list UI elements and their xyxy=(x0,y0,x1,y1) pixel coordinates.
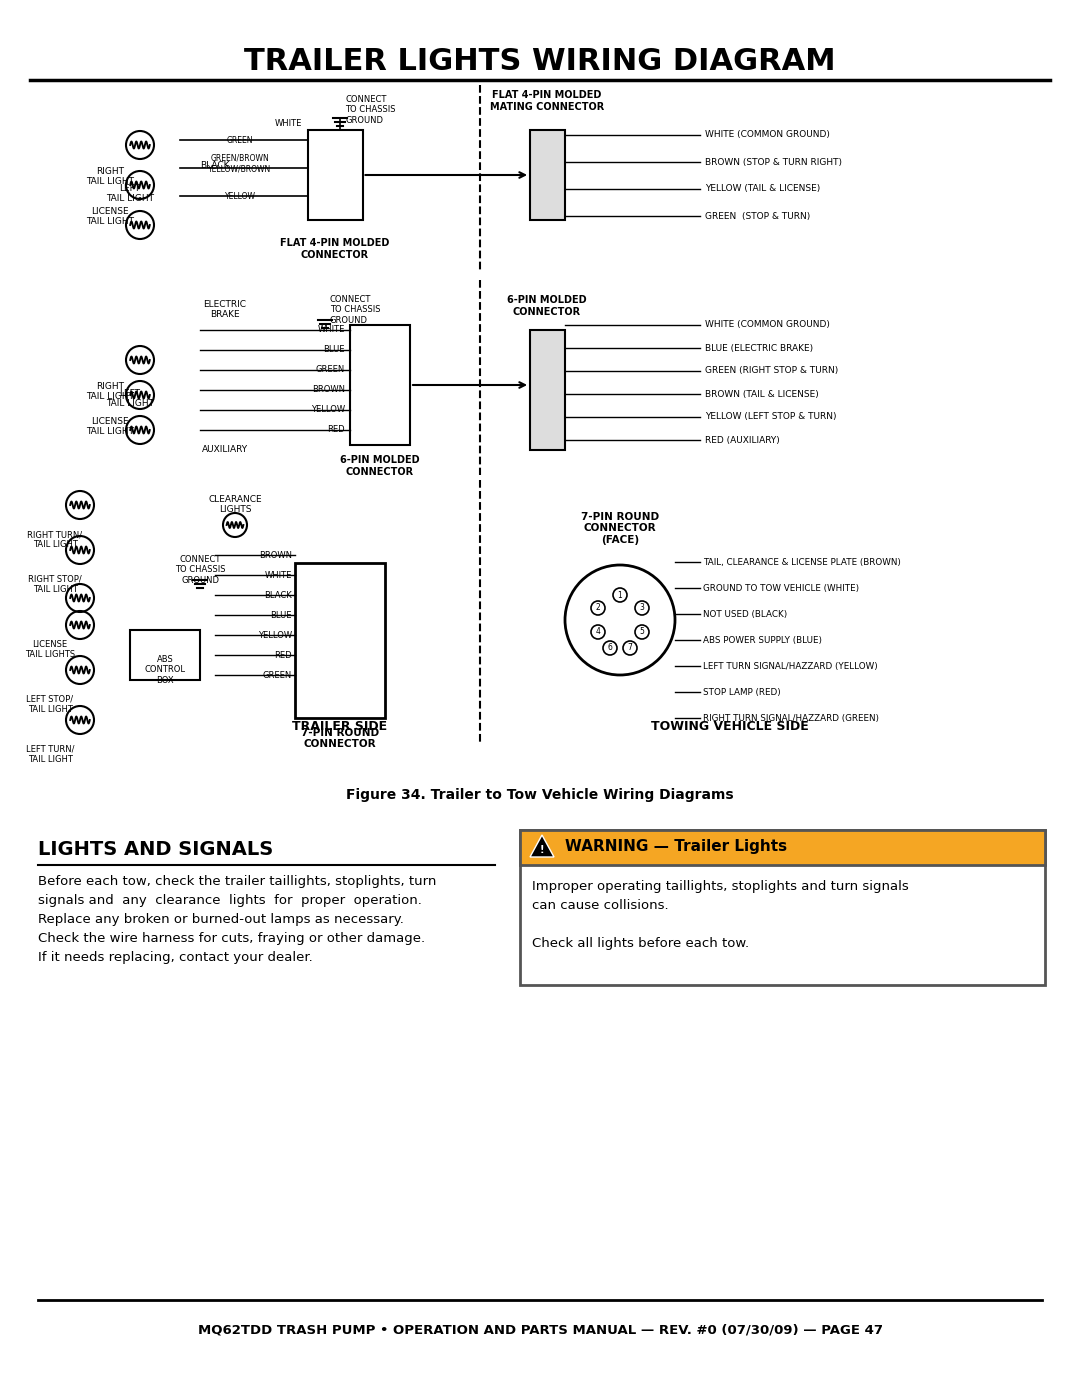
Text: TOWING VEHICLE SIDE: TOWING VEHICLE SIDE xyxy=(651,719,809,733)
Text: LEFT
TAIL LIGHT: LEFT TAIL LIGHT xyxy=(106,183,154,203)
Bar xyxy=(295,563,384,718)
Text: TRAILER SIDE: TRAILER SIDE xyxy=(293,719,388,733)
Text: FLAT 4-PIN MOLDED
CONNECTOR: FLAT 4-PIN MOLDED CONNECTOR xyxy=(281,237,390,260)
Text: WHITE: WHITE xyxy=(275,120,302,129)
Text: AUXILIARY: AUXILIARY xyxy=(202,446,248,454)
Circle shape xyxy=(623,641,637,655)
Text: LEFT
TAIL LIGHT: LEFT TAIL LIGHT xyxy=(106,388,154,408)
Text: TRAILER LIGHTS WIRING DIAGRAM: TRAILER LIGHTS WIRING DIAGRAM xyxy=(244,47,836,77)
Text: Before each tow, check the trailer taillights, stoplights, turn
signals and  any: Before each tow, check the trailer taill… xyxy=(38,875,436,964)
Text: BROWN (STOP & TURN RIGHT): BROWN (STOP & TURN RIGHT) xyxy=(705,158,842,166)
Text: 6: 6 xyxy=(608,644,612,652)
Bar xyxy=(350,326,410,446)
Text: RIGHT
TAIL LIGHT: RIGHT TAIL LIGHT xyxy=(86,168,134,186)
Text: RIGHT TURN/
TAIL LIGHT: RIGHT TURN/ TAIL LIGHT xyxy=(27,529,82,549)
Text: GREEN: GREEN xyxy=(227,136,253,145)
Text: LICENSE
TAIL LIGHT: LICENSE TAIL LIGHT xyxy=(86,416,134,436)
Text: 1: 1 xyxy=(618,591,622,599)
Circle shape xyxy=(603,641,617,655)
Text: 2: 2 xyxy=(596,604,600,612)
Text: YELLOW (TAIL & LICENSE): YELLOW (TAIL & LICENSE) xyxy=(705,184,820,194)
Text: WHITE (COMMON GROUND): WHITE (COMMON GROUND) xyxy=(705,130,829,140)
Text: 6-PIN MOLDED
CONNECTOR: 6-PIN MOLDED CONNECTOR xyxy=(508,295,586,317)
Text: CONNECT
TO CHASSIS
GROUND: CONNECT TO CHASSIS GROUND xyxy=(345,95,395,124)
Text: NOT USED (BLACK): NOT USED (BLACK) xyxy=(703,609,787,619)
Bar xyxy=(530,130,565,219)
Text: RED (AUXILIARY): RED (AUXILIARY) xyxy=(705,436,780,444)
Text: RED: RED xyxy=(327,426,345,434)
Text: WHITE: WHITE xyxy=(265,570,292,580)
Text: GREEN/BROWN
YELLOW/BROWN: GREEN/BROWN YELLOW/BROWN xyxy=(208,154,272,173)
Text: YELLOW: YELLOW xyxy=(311,405,345,415)
Text: Improper operating taillights, stoplights and turn signals
can cause collisions.: Improper operating taillights, stoplight… xyxy=(532,880,908,950)
Text: BLUE: BLUE xyxy=(270,610,292,619)
Bar xyxy=(130,630,200,680)
Text: LEFT TURN SIGNAL/HAZZARD (YELLOW): LEFT TURN SIGNAL/HAZZARD (YELLOW) xyxy=(703,662,878,671)
Text: YELLOW: YELLOW xyxy=(225,191,256,201)
Circle shape xyxy=(635,601,649,615)
Text: MQ62TDD TRASH PUMP • OPERATION AND PARTS MANUAL — REV. #0 (07/30/09) — PAGE 47: MQ62TDD TRASH PUMP • OPERATION AND PARTS… xyxy=(198,1323,882,1337)
Text: RED: RED xyxy=(274,651,292,659)
Text: LICENSE
TAIL LIGHT: LICENSE TAIL LIGHT xyxy=(86,207,134,226)
Text: BLACK: BLACK xyxy=(265,591,292,599)
Bar xyxy=(519,830,1045,865)
Text: CONNECT
TO CHASSIS
GROUND: CONNECT TO CHASSIS GROUND xyxy=(175,555,226,585)
Circle shape xyxy=(591,624,605,638)
Circle shape xyxy=(613,588,627,602)
Text: GROUND TO TOW VEHICLE (WHITE): GROUND TO TOW VEHICLE (WHITE) xyxy=(703,584,859,592)
Text: 4: 4 xyxy=(595,627,600,637)
Text: BLUE: BLUE xyxy=(324,345,345,355)
Text: 3: 3 xyxy=(639,604,645,612)
Polygon shape xyxy=(530,835,554,856)
Text: BROWN: BROWN xyxy=(312,386,345,394)
Text: TAIL, CLEARANCE & LICENSE PLATE (BROWN): TAIL, CLEARANCE & LICENSE PLATE (BROWN) xyxy=(703,557,901,567)
Text: !: ! xyxy=(540,845,544,855)
Text: ABS POWER SUPPLY (BLUE): ABS POWER SUPPLY (BLUE) xyxy=(703,636,822,644)
Text: WHITE (COMMON GROUND): WHITE (COMMON GROUND) xyxy=(705,320,829,330)
Text: BLACK: BLACK xyxy=(200,161,230,169)
Text: GREEN  (STOP & TURN): GREEN (STOP & TURN) xyxy=(705,211,810,221)
Text: CONNECT
TO CHASSIS
GROUND: CONNECT TO CHASSIS GROUND xyxy=(330,295,380,324)
Text: RIGHT TURN SIGNAL/HAZZARD (GREEN): RIGHT TURN SIGNAL/HAZZARD (GREEN) xyxy=(703,714,879,722)
Bar xyxy=(308,130,363,219)
Text: RIGHT STOP/
TAIL LIGHT: RIGHT STOP/ TAIL LIGHT xyxy=(28,576,82,594)
Text: WARNING — Trailer Lights: WARNING — Trailer Lights xyxy=(565,840,787,855)
Text: LICENSE
TAIL LIGHTS: LICENSE TAIL LIGHTS xyxy=(25,640,76,659)
Text: LEFT TURN/
TAIL LIGHT: LEFT TURN/ TAIL LIGHT xyxy=(26,745,75,764)
Text: GREEN: GREEN xyxy=(262,671,292,679)
Circle shape xyxy=(591,601,605,615)
Text: ABS
CONTROL
BOX: ABS CONTROL BOX xyxy=(145,655,186,685)
Text: WHITE: WHITE xyxy=(318,326,345,334)
Text: 6-PIN MOLDED
CONNECTOR: 6-PIN MOLDED CONNECTOR xyxy=(340,455,420,476)
Text: GREEN: GREEN xyxy=(315,366,345,374)
Circle shape xyxy=(635,624,649,638)
Text: ELECTRIC
BRAKE: ELECTRIC BRAKE xyxy=(203,300,246,320)
Text: 7: 7 xyxy=(627,644,633,652)
Text: BLUE (ELECTRIC BRAKE): BLUE (ELECTRIC BRAKE) xyxy=(705,344,813,352)
Text: 5: 5 xyxy=(639,627,645,637)
Text: CLEARANCE
LIGHTS: CLEARANCE LIGHTS xyxy=(208,495,261,514)
Text: YELLOW: YELLOW xyxy=(258,630,292,640)
Text: FLAT 4-PIN MOLDED
MATING CONNECTOR: FLAT 4-PIN MOLDED MATING CONNECTOR xyxy=(490,89,604,112)
Text: 7-PIN ROUND
CONNECTOR: 7-PIN ROUND CONNECTOR xyxy=(301,728,379,749)
Text: YELLOW (LEFT STOP & TURN): YELLOW (LEFT STOP & TURN) xyxy=(705,412,837,422)
Text: RIGHT
TAIL LIGHT: RIGHT TAIL LIGHT xyxy=(86,381,134,401)
Text: STOP LAMP (RED): STOP LAMP (RED) xyxy=(703,687,781,697)
Text: LIGHTS AND SIGNALS: LIGHTS AND SIGNALS xyxy=(38,840,273,859)
Text: LEFT STOP/
TAIL LIGHT: LEFT STOP/ TAIL LIGHT xyxy=(26,694,73,714)
Bar xyxy=(519,830,1045,985)
Text: GREEN (RIGHT STOP & TURN): GREEN (RIGHT STOP & TURN) xyxy=(705,366,838,376)
Text: 7-PIN ROUND
CONNECTOR
(FACE): 7-PIN ROUND CONNECTOR (FACE) xyxy=(581,511,659,545)
Text: Figure 34. Trailer to Tow Vehicle Wiring Diagrams: Figure 34. Trailer to Tow Vehicle Wiring… xyxy=(347,788,733,802)
Bar xyxy=(530,330,565,450)
Text: BROWN: BROWN xyxy=(259,550,292,560)
Text: BROWN (TAIL & LICENSE): BROWN (TAIL & LICENSE) xyxy=(705,390,819,398)
